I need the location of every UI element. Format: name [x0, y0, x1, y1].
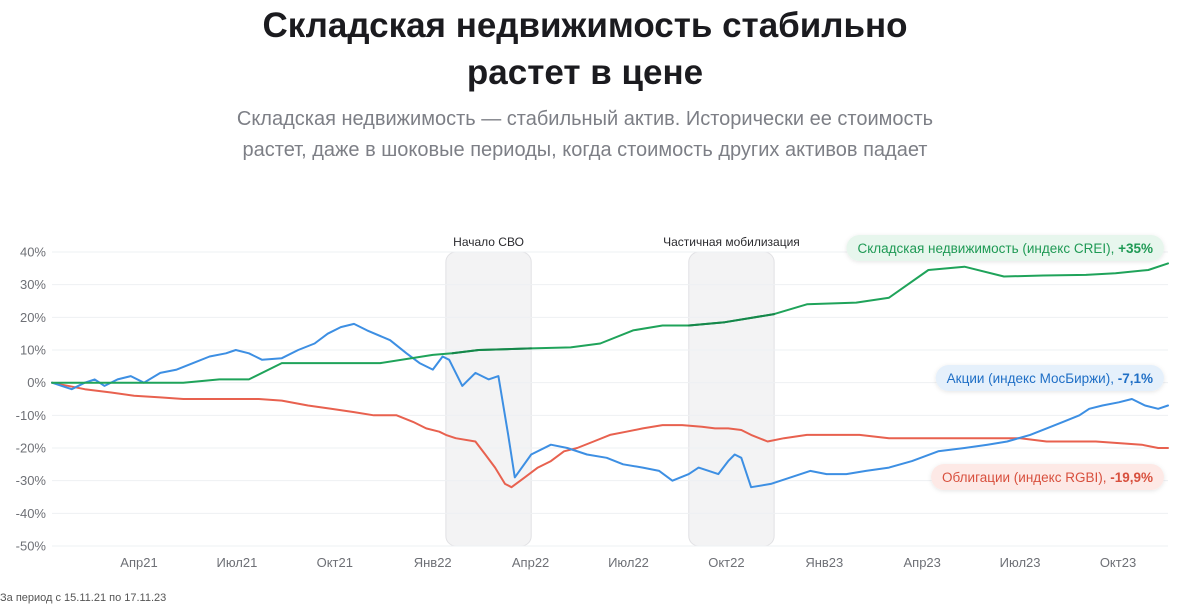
page-subtitle-line-2: растет, даже в шоковые периоды, когда ст… [242, 139, 928, 161]
series-label-3: Облигации (индекс RGBI), -19,9% [931, 464, 1164, 490]
series-label-text: Облигации (индекс RGBI), -19,9% [942, 470, 1153, 485]
y-tick-label: 40% [20, 245, 46, 260]
x-tick-label: Июл21 [216, 555, 257, 570]
x-tick-label: Июл23 [1000, 555, 1041, 570]
series-label-name: Облигации (индекс RGBI), [942, 470, 1110, 485]
series-label-value: +35% [1118, 241, 1153, 256]
x-tick-label: Янв22 [414, 555, 452, 570]
y-tick-label: -10% [16, 408, 47, 423]
y-tick-label: -40% [16, 506, 47, 521]
series-label-name: Складская недвижимость (индекс CREI), [857, 241, 1118, 256]
y-tick-label: -30% [16, 473, 47, 488]
page-subtitle: Складская недвижимость — стабильный акти… [0, 104, 1170, 166]
y-tick-label: 30% [20, 277, 46, 292]
x-tick-label: Апр22 [512, 555, 549, 570]
x-tick-label: Июл22 [608, 555, 649, 570]
series-label-2: Акции (индекс МосБиржи), -7,1% [935, 365, 1164, 391]
highlight-segment-1 [451, 347, 533, 355]
period-label-1: Начало СВО [453, 235, 524, 249]
page-title-line-2: растет в цене [466, 53, 704, 92]
series-label-value: -19,9% [1110, 470, 1153, 485]
y-tick-label: -20% [16, 441, 47, 456]
highlight-segment-2 [687, 313, 776, 327]
y-tick-label: 0% [27, 375, 46, 390]
x-tick-label: Янв23 [805, 555, 843, 570]
period-label-2: Частичная мобилизация [663, 235, 800, 249]
y-tick-label: 20% [20, 310, 46, 325]
series-label-value: -7,1% [1118, 371, 1153, 386]
period-footnote: За период с 15.11.21 по 17.11.23 [0, 592, 167, 604]
x-tick-label: Апр21 [120, 555, 157, 570]
x-tick-label: Окт23 [1100, 555, 1136, 570]
series-label-1: Складская недвижимость (индекс CREI), +3… [846, 235, 1164, 261]
page-subtitle-line-1: Складская недвижимость — стабильный акти… [236, 108, 934, 130]
series-label-bg [931, 464, 1164, 490]
series-label-bg [846, 235, 1164, 261]
series-line-1 [51, 262, 1169, 384]
x-tick-label: Окт21 [317, 555, 353, 570]
y-tick-label: 10% [20, 343, 46, 358]
series-label-bg [935, 365, 1164, 391]
y-tick-label: -50% [16, 539, 47, 554]
x-tick-label: Окт22 [708, 555, 744, 570]
period-band-1 [445, 251, 532, 547]
page-title: Складская недвижимость стабильно растет … [0, 2, 1170, 96]
line-chart: Начало СВО Частичная мобилизация 40% 30% 20… [16, 235, 1169, 570]
period-band-2 [688, 251, 775, 547]
x-tick-label: Апр23 [903, 555, 940, 570]
series-label-name: Акции (индекс МосБиржи), [947, 371, 1118, 386]
series-line-2 [51, 322, 1169, 489]
page-title-line-1: Складская недвижимость стабильно [262, 6, 908, 45]
series-label-text: Складская недвижимость (индекс CREI), +3… [857, 241, 1153, 256]
series-label-text: Акции (индекс МосБиржи), -7,1% [947, 371, 1153, 386]
